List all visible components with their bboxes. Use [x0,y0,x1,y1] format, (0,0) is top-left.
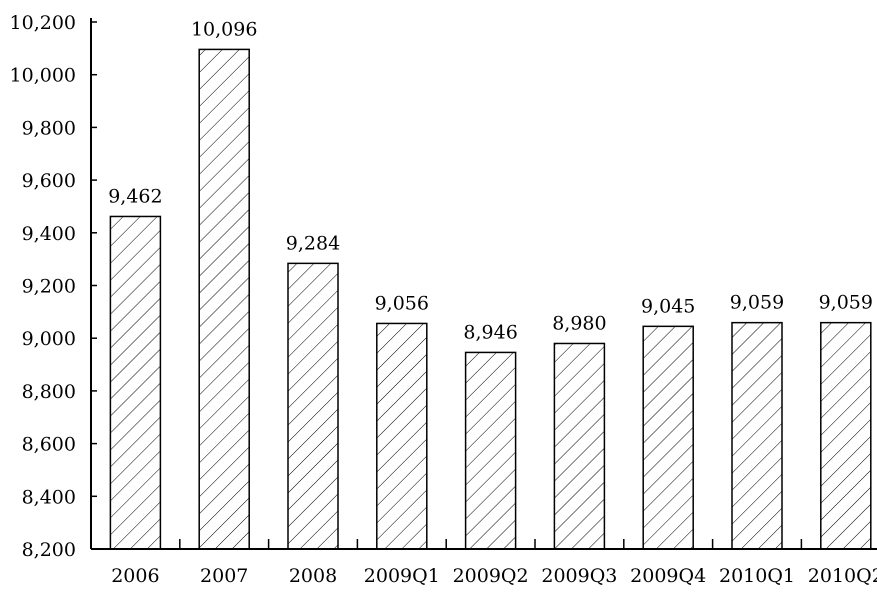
bar [731,321,783,550]
y-tick-label: 9,400 [22,223,76,245]
y-tick-label: 9,600 [22,170,76,192]
x-tick-label: 2009Q2 [453,565,529,587]
y-tick-label: 10,000 [10,65,76,87]
bar [553,342,606,550]
bar [287,262,339,550]
y-tick-label: 9,000 [22,328,76,350]
bar [464,351,517,550]
x-tick-label: 2010Q1 [719,565,795,587]
bar-data-label: 8,980 [552,312,606,334]
bar-data-label: 9,284 [286,232,340,254]
bar-data-label: 9,462 [108,185,162,207]
y-tick-label: 10,200 [10,12,76,34]
bar-data-label: 9,059 [730,292,784,314]
bar-data-label: 9,056 [375,292,429,314]
y-tick-label: 8,800 [22,381,76,403]
y-tick-label: 8,200 [22,539,76,561]
x-tick-label: 2007 [200,565,248,587]
bar [642,325,694,550]
bar-data-label: 9,059 [819,292,873,314]
y-tick-label: 9,200 [22,276,76,298]
x-tick-label: 2010Q2 [808,565,877,587]
bar [376,322,428,550]
y-tick-label: 8,600 [22,434,76,456]
y-tick-label: 8,400 [22,486,76,508]
x-tick-label: 2008 [289,565,337,587]
bar [109,215,162,550]
y-axis: 8,200 8,400 8,600 8,800 9,000 9,200 9,400 9,600… [10,12,97,561]
bar [198,48,250,550]
x-tick-label: 2009Q3 [541,565,617,587]
x-axis: 2006 2007 2008 2009Q1 2009Q2 2009Q3 2009Q4 2010… [91,539,877,587]
bar-data-label: 10,096 [191,18,257,40]
bars: 9,462 10,096 9,284 9,056 8,946 8,980 9,045 9,05… [108,18,873,550]
bar [820,321,872,550]
x-tick-label: 2006 [111,565,159,587]
y-tick-label: 9,800 [22,117,76,139]
bar-data-label: 8,946 [463,321,517,343]
x-tick-label: 2009Q4 [630,565,706,587]
x-tick-label: 2009Q1 [364,565,440,587]
bar-data-label: 9,045 [641,295,695,317]
